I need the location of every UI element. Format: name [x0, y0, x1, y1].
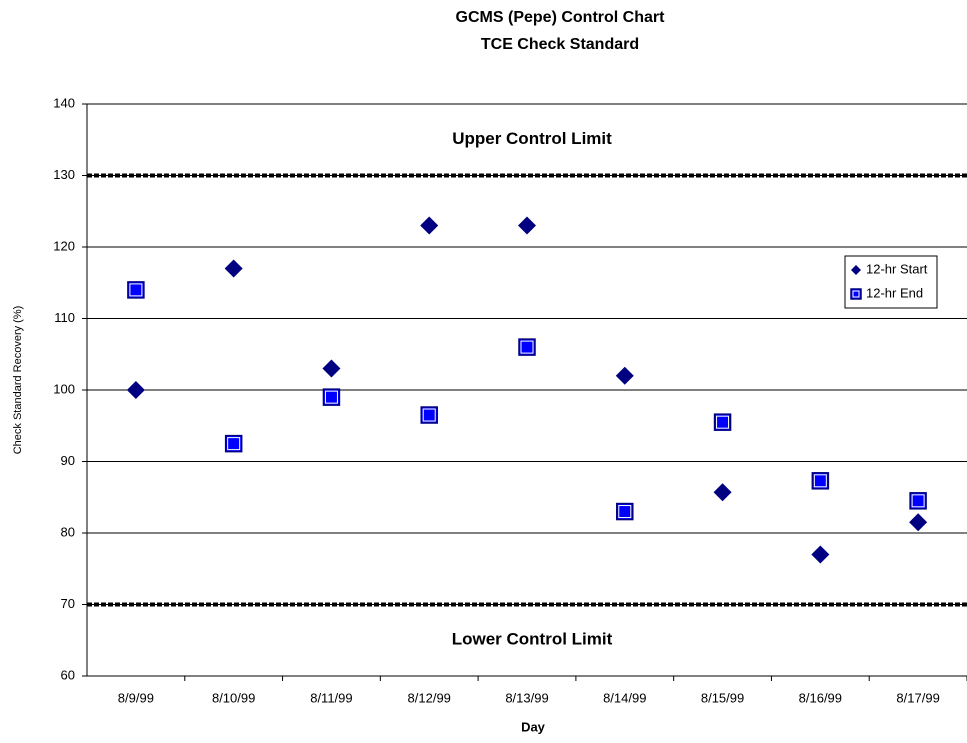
y-tick-label: 60	[61, 667, 75, 682]
point-frame	[420, 406, 438, 424]
point-inner	[520, 340, 534, 354]
y-tick-label: 70	[61, 596, 75, 611]
point	[811, 545, 830, 564]
point	[811, 472, 830, 490]
x-tick-label: 8/10/99	[212, 690, 255, 705]
x-tick-label: 8/13/99	[505, 690, 548, 705]
x-axis-label: Day	[521, 719, 546, 734]
point-frame	[909, 492, 927, 510]
point-inner	[618, 505, 632, 519]
point-frame	[224, 434, 243, 453]
y-tick-label: 130	[53, 167, 75, 182]
point	[851, 265, 861, 275]
point-frame	[127, 281, 145, 299]
point-inner	[911, 494, 925, 508]
point	[713, 413, 732, 431]
point	[420, 216, 439, 235]
y-tick-label: 120	[53, 238, 75, 253]
point	[322, 388, 341, 406]
point-frame	[850, 288, 862, 300]
point	[224, 434, 243, 453]
point	[909, 513, 928, 532]
point-frame	[616, 502, 634, 521]
point	[322, 359, 341, 378]
point-frame	[518, 338, 536, 356]
control-limit-label: Lower Control Limit	[452, 630, 613, 649]
point	[420, 406, 438, 424]
point-inner	[227, 437, 241, 451]
x-tick-label: 8/17/99	[896, 690, 939, 705]
point	[126, 381, 145, 399]
legend-label: 12-hr End	[866, 285, 923, 300]
point	[518, 338, 536, 356]
control-limit-label: Upper Control Limit	[452, 129, 612, 148]
point-inner	[716, 415, 730, 429]
point-frame	[811, 472, 830, 490]
y-tick-label: 110	[54, 310, 75, 325]
point-inner	[813, 474, 827, 488]
point-inner	[852, 290, 860, 298]
legend-label: 12-hr Start	[866, 261, 928, 276]
y-axis-label: Check Standard Recovery (%)	[12, 306, 24, 455]
point-frame	[322, 388, 341, 406]
chart-subtitle: TCE Check Standard	[481, 36, 639, 53]
point-inner	[324, 390, 338, 404]
point	[909, 492, 927, 510]
point	[616, 502, 634, 521]
y-tick-label: 100	[53, 381, 75, 396]
point	[224, 259, 243, 278]
x-tick-label: 8/16/99	[799, 690, 842, 705]
x-tick-label: 8/15/99	[701, 690, 744, 705]
legend: 12-hr Start 12-hr End	[844, 255, 938, 309]
point-frame	[713, 413, 732, 431]
x-tick-label: 8/14/99	[603, 690, 646, 705]
chart-title: GCMS (Pepe) Control Chart	[456, 9, 666, 26]
point	[850, 288, 862, 300]
point-inner	[129, 283, 143, 297]
x-tick-label: 8/9/99	[118, 690, 154, 705]
point-inner	[422, 408, 436, 422]
y-tick-label: 80	[61, 524, 75, 539]
point	[615, 366, 634, 385]
point	[518, 216, 536, 235]
x-tick-label: 8/11/99	[310, 690, 352, 705]
point	[127, 281, 145, 299]
y-tick-label: 140	[53, 95, 75, 110]
x-tick-label: 8/12/99	[408, 690, 451, 705]
point	[713, 483, 732, 502]
y-tick-label: 90	[61, 453, 75, 468]
